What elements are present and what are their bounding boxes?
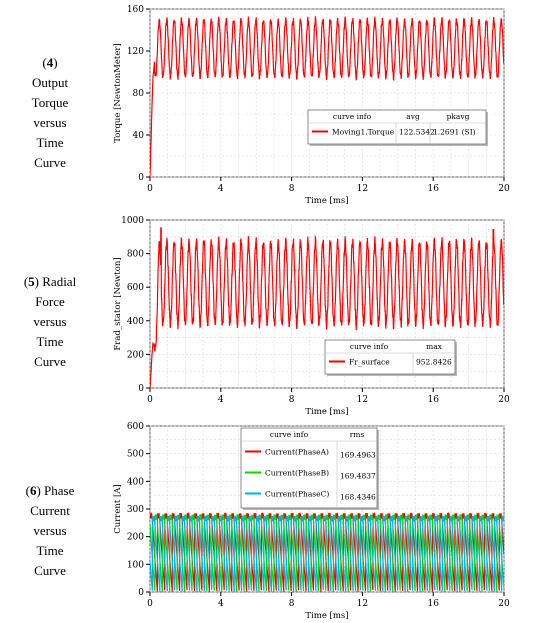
legend-header: curve info <box>350 342 389 351</box>
x-tick-label: 16 <box>427 599 439 609</box>
legend-series-name: Current(PhaseC) <box>265 490 329 499</box>
x-tick-label: 4 <box>218 184 224 194</box>
legend-value: 1.2691 (SI) <box>433 128 476 137</box>
legend-series-name: Current(PhaseB) <box>265 469 329 478</box>
caption-line: versus <box>33 115 67 130</box>
caption-line: Output <box>31 75 69 90</box>
caption-first-line: (5) Radial <box>23 274 77 289</box>
x-tick-label: 16 <box>427 184 439 194</box>
legend-header: avg <box>406 112 420 121</box>
torque-chart: 0 4 8 12 16 20 0 40 80 120 160 Time [ms] Torque [New… <box>113 5 510 206</box>
x-tick-label: 0 <box>147 184 153 194</box>
caption-line: versus <box>33 523 67 538</box>
y-tick-label: 400 <box>127 317 144 327</box>
x-tick-label: 4 <box>218 395 224 405</box>
legend-header: pkavg <box>447 112 470 121</box>
x-tick-label: 12 <box>357 184 368 194</box>
legend-series-name: Current(PhaseA) <box>265 448 329 457</box>
y-tick-label: 0 <box>138 588 144 598</box>
legend-value: 952.8426 <box>416 358 452 367</box>
y-tick-label: 1000 <box>121 216 144 226</box>
x-axis-label: Time [ms] <box>305 196 348 206</box>
x-tick-label: 20 <box>498 599 510 609</box>
x-tick-label: 20 <box>498 395 510 405</box>
y-tick-label: 200 <box>127 350 144 360</box>
y-tick-label: 0 <box>138 173 144 183</box>
legend-series-name: Moving1.Torque <box>332 128 395 137</box>
caption-line: versus <box>33 314 67 329</box>
caption-line: Time <box>36 135 64 150</box>
x-tick-label: 20 <box>498 184 510 194</box>
y-tick-label: 100 <box>127 560 144 570</box>
legend-value: 168.4346 <box>340 493 376 502</box>
x-tick-label: 0 <box>147 599 153 609</box>
legend-value: 169.4963 <box>340 451 376 460</box>
y-tick-label: 800 <box>127 250 144 260</box>
caption-line: Curve <box>34 354 66 369</box>
caption-line: Force <box>35 294 65 309</box>
series-line-Fr_surface <box>150 227 504 388</box>
caption-number: (4) <box>42 55 58 70</box>
series-line-Current(PhaseC) <box>150 514 504 592</box>
legend-header: curve info <box>270 430 309 439</box>
legend-header: curve info <box>333 112 372 121</box>
x-tick-label: 12 <box>357 395 368 405</box>
caption-line: Current <box>30 503 70 518</box>
y-tick-label: 500 <box>127 450 144 460</box>
legend-box <box>307 109 487 145</box>
caption-line: Time <box>36 543 64 558</box>
legend-box <box>324 339 456 375</box>
legend-box <box>240 427 378 509</box>
y-axis-label: Current [A] <box>113 484 123 534</box>
y-tick-label: 600 <box>127 283 144 293</box>
y-axis-label: Frad_stator [Newton] <box>113 257 123 350</box>
caption-radial-force: (5) Radial Force versus Time Curve <box>0 272 100 372</box>
y-tick-label: 40 <box>133 131 145 141</box>
legend: curve info rms Current(PhaseA) 169.4963 Curr… <box>240 427 379 510</box>
legend: curve info avg pkavg Moving1.Torque 122.5342… <box>307 109 488 146</box>
legend-header: rms <box>350 430 365 439</box>
x-tick-label: 8 <box>289 184 295 194</box>
x-axis-label: Time [ms] <box>305 407 348 417</box>
y-tick-label: 0 <box>138 384 144 394</box>
caption-line: Time <box>36 334 64 349</box>
x-tick-label: 8 <box>289 599 295 609</box>
legend-header: max <box>426 342 443 351</box>
caption-line: Curve <box>34 155 66 170</box>
legend-value: 169.4837 <box>340 472 376 481</box>
x-axis-label: Time [ms] <box>305 611 348 621</box>
caption-line: Torque <box>31 95 69 110</box>
x-tick-label: 16 <box>427 395 439 405</box>
x-tick-label: 8 <box>289 395 295 405</box>
x-tick-label: 0 <box>147 395 153 405</box>
y-tick-label: 160 <box>127 5 144 15</box>
y-tick-label: 200 <box>127 533 144 543</box>
y-tick-label: 300 <box>127 505 144 515</box>
x-tick-label: 4 <box>218 599 224 609</box>
legend: curve info max Fr_surface 952.8426 <box>324 339 457 376</box>
y-tick-label: 80 <box>133 89 145 99</box>
caption-torque: (4) Output Torque versus Time Curve <box>0 53 100 173</box>
series-line-Moving1.Torque <box>150 15 504 177</box>
legend-value: 122.5342 <box>399 128 435 137</box>
caption-phase-current: (6) Phase Current versus Time Curve <box>0 481 100 581</box>
y-axis-label: Torque [NewtonMeter] <box>113 43 123 142</box>
y-tick-label: 120 <box>127 47 144 57</box>
series-line-Current(PhaseB) <box>150 514 504 592</box>
caption-line: Curve <box>34 563 66 578</box>
legend-series-name: Fr_surface <box>349 358 390 367</box>
y-tick-label: 600 <box>127 422 144 432</box>
x-tick-label: 12 <box>357 599 368 609</box>
caption-first-line: (6) Phase <box>25 483 75 498</box>
y-tick-label: 400 <box>127 477 144 487</box>
